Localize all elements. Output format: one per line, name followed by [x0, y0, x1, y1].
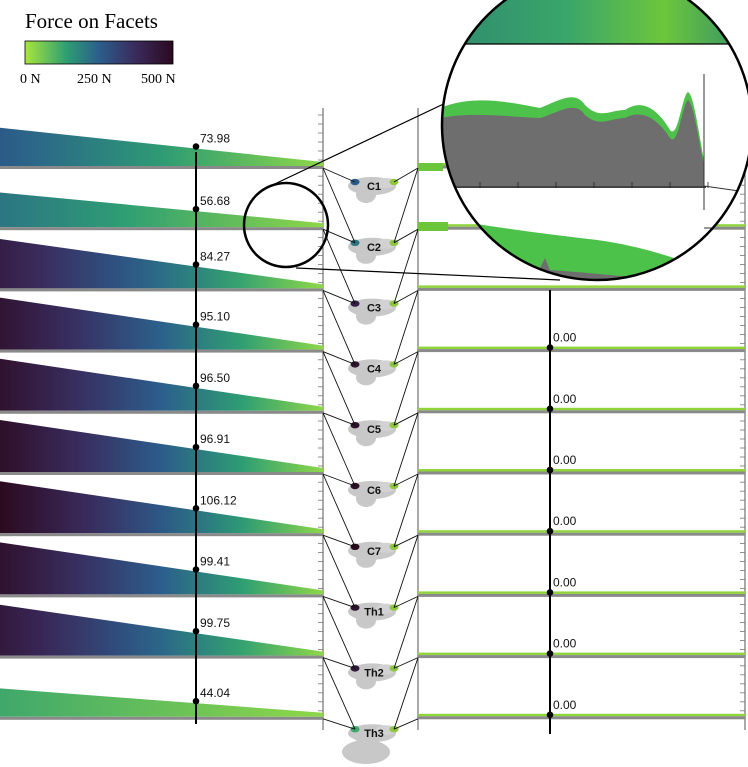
left-base-band-7	[0, 533, 323, 537]
zoom-connector-top	[261, 99, 453, 191]
vertebra-C7: C7	[348, 541, 399, 568]
left-value-label-6: 96.91	[200, 432, 230, 446]
vertebra-C3: C3	[348, 298, 399, 325]
left-value-label-2: 56.68	[200, 194, 230, 208]
vertebra-label: Th2	[364, 667, 384, 679]
left-force-area-4	[0, 297, 323, 350]
right-base-band-6	[418, 471, 745, 475]
left-value-label-3: 84.27	[200, 250, 230, 264]
left-value-label-9: 99.75	[200, 616, 230, 630]
right-row2-bump	[418, 222, 448, 231]
vertebra-label: C3	[367, 303, 381, 315]
right-row1-bump	[418, 163, 443, 171]
vertebra-C5: C5	[348, 420, 399, 447]
right-value-label-9: 0.00	[553, 637, 577, 651]
left-force-area-6	[0, 420, 323, 472]
right-force-band-3	[418, 285, 745, 288]
left-marker-dot-1	[192, 143, 200, 150]
right-value-label-8: 0.00	[553, 575, 577, 589]
left-force-area-3	[0, 239, 323, 289]
left-base-band-3	[0, 288, 323, 292]
vertebra-C1: C1	[348, 177, 399, 203]
left-value-label-1: 73.98	[200, 132, 230, 146]
vertebra-label: C7	[367, 546, 381, 558]
right-force-band-9	[418, 652, 745, 656]
vertebra-C4: C4	[348, 359, 399, 386]
zoom-inset	[442, 0, 748, 280]
vertebra-Th1: Th1	[348, 602, 399, 629]
colorbar-tick-250: 250 N	[77, 72, 112, 87]
left-base-band-5	[0, 410, 323, 414]
left-force-area-5	[0, 358, 323, 411]
right-force-rows: 0.00 0.00 0.00 0.00 0.00 0.00 0.00	[417, 108, 746, 730]
left-base-band-4	[0, 349, 323, 353]
right-force-band-8	[418, 591, 745, 594]
left-force-area-1	[0, 127, 323, 166]
right-force-band-4	[418, 346, 745, 350]
right-force-band-5	[418, 407, 745, 411]
left-base-band-2	[0, 227, 323, 231]
zoom-connector-bottom	[295, 267, 561, 281]
figure-title: Force on Facets	[25, 9, 158, 33]
zoom-source-circle	[242, 181, 330, 269]
left-force-area-9	[0, 604, 323, 656]
left-force-area-10	[0, 688, 323, 717]
vertebra-label: C1	[367, 181, 381, 193]
vertebra-label: C2	[367, 242, 381, 254]
vertebra-label: Th1	[364, 607, 384, 619]
vertebra-C2: C2	[348, 237, 399, 264]
vertebra-Th2: Th2	[348, 663, 399, 690]
right-force-band-7	[418, 530, 745, 533]
colorbar-tick-0: 0 N	[20, 72, 41, 87]
right-value-label-4: 0.00	[553, 331, 577, 345]
right-base-band-9	[418, 655, 745, 659]
left-force-area-2	[0, 192, 323, 228]
left-force-rows: 73.98 56.68 84.27 95.10 96.50 96.91 106.12 99.4…	[0, 108, 324, 730]
right-base-band-4	[418, 349, 745, 353]
left-base-band-8	[0, 594, 323, 598]
right-base-band-3	[418, 287, 745, 291]
left-value-label-8: 99.41	[200, 555, 230, 569]
right-force-band-6	[418, 469, 745, 472]
right-value-label-5: 0.00	[553, 392, 577, 406]
left-base-band-10	[0, 716, 323, 720]
right-value-label-6: 0.00	[553, 453, 577, 467]
left-base-band-1	[0, 166, 323, 169]
left-base-band-9	[0, 655, 323, 659]
vertebra-label: C5	[367, 424, 381, 436]
colorbar	[24, 40, 174, 65]
vertebra-label: C4	[367, 363, 382, 375]
left-value-label-7: 106.12	[200, 493, 237, 507]
left-base-band-6	[0, 472, 323, 475]
right-base-band-5	[418, 410, 745, 414]
zoom-area-grey-upper	[442, 100, 704, 188]
right-value-label-10: 0.00	[553, 698, 577, 712]
colorbar-tick-500: 500 N	[141, 72, 176, 87]
vertebra-C6: C6	[348, 481, 399, 507]
vertebra-label: Th3	[364, 728, 384, 740]
right-base-band-7	[418, 532, 745, 536]
left-value-label-10: 44.04	[200, 686, 230, 700]
vertebra-tail	[342, 740, 390, 764]
left-force-area-7	[0, 481, 323, 534]
left-value-label-5: 96.50	[200, 371, 230, 385]
right-base-band-8	[418, 593, 745, 597]
vertebra-label: C6	[367, 485, 381, 497]
right-value-label-7: 0.00	[553, 514, 577, 528]
left-value-label-4: 95.10	[200, 310, 230, 324]
zoom-inset-border	[440, 0, 748, 282]
left-force-area-8	[0, 542, 323, 595]
right-force-band-10	[418, 713, 745, 717]
right-base-band-10	[418, 716, 745, 720]
spine-diagram: C1 C2 C3 C4 C5 C6 C7 Th1 Th2 Th3	[322, 167, 419, 764]
